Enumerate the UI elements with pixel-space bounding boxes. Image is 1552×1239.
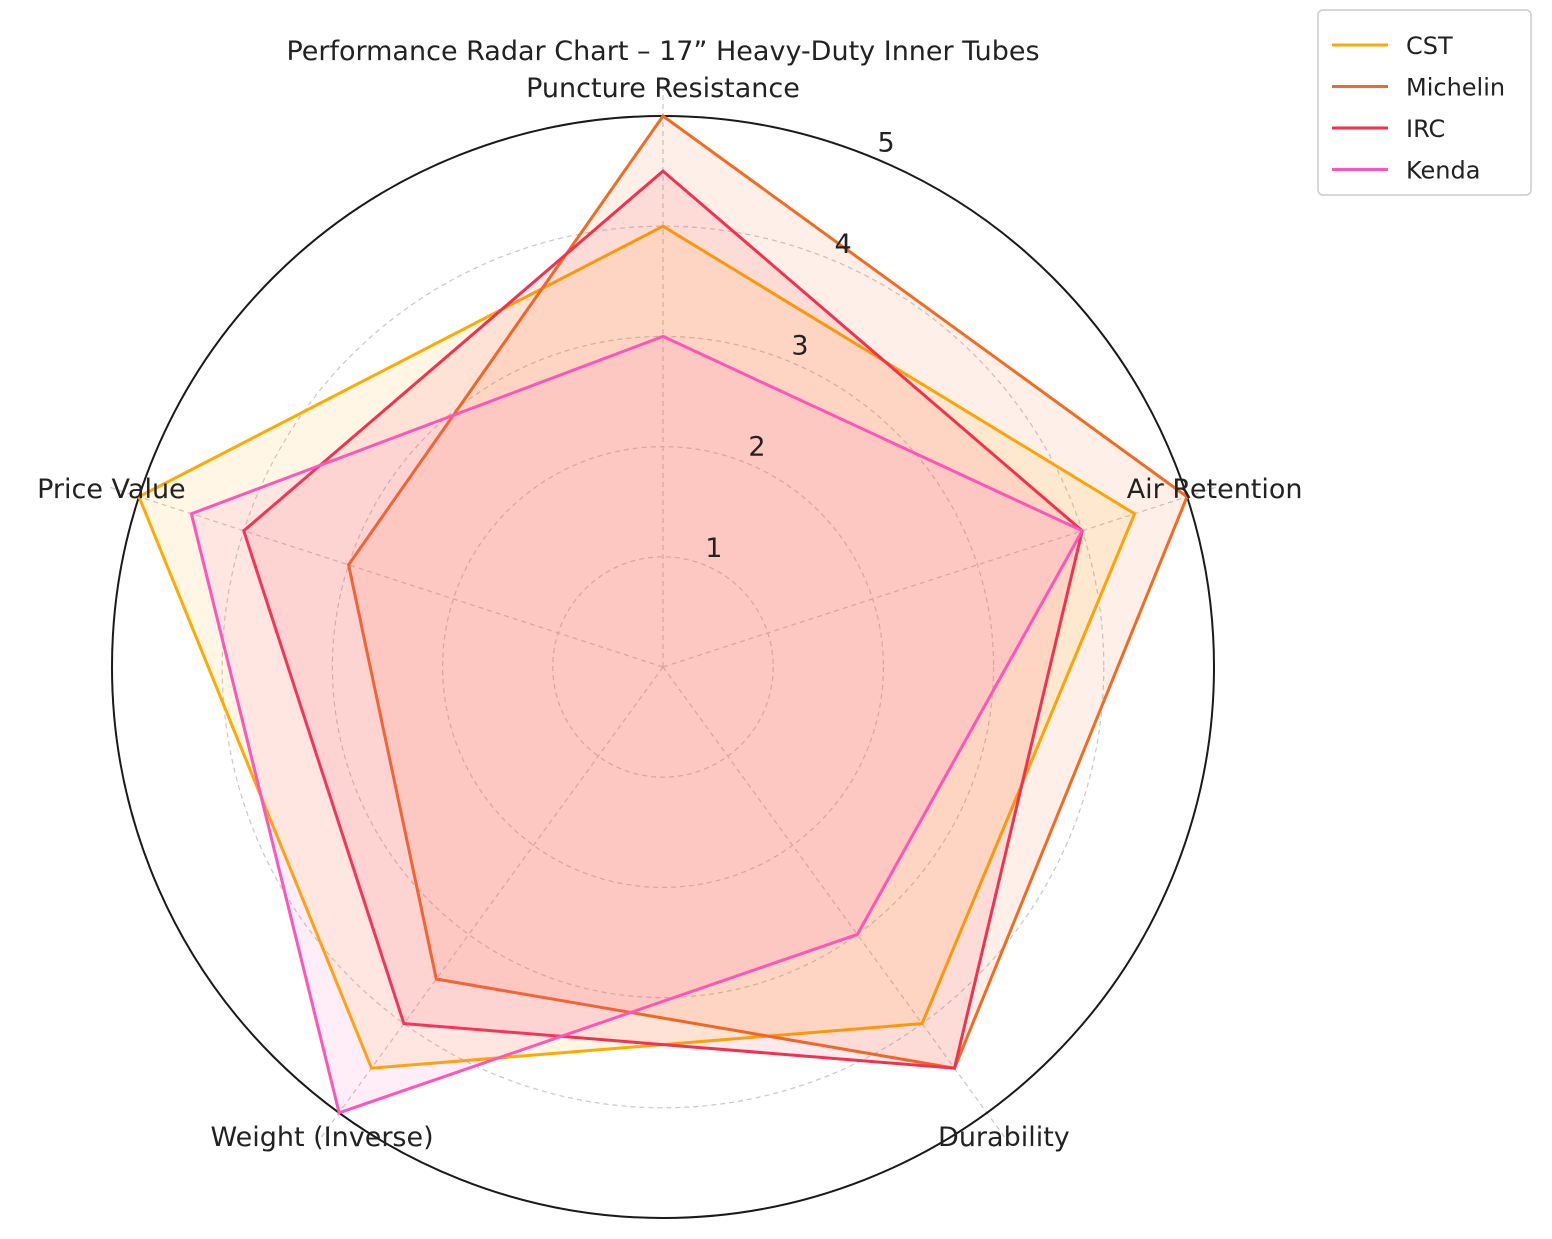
grid-spoke	[662, 666, 1007, 1140]
r-tick-label: 2	[748, 432, 765, 463]
series-line-michelin	[346, 113, 1189, 1070]
series-line-kenda	[189, 334, 1085, 1115]
series-fill-cst	[138, 226, 1135, 1069]
grid-circle	[221, 225, 1105, 1109]
category-label: Durability	[938, 1122, 1070, 1153]
series-line-cst	[137, 224, 1137, 1070]
legend-box	[1317, 9, 1532, 196]
r-tick-label: 4	[834, 229, 851, 260]
grid-circle	[552, 556, 774, 778]
series-fill-michelin	[348, 116, 1188, 1069]
r-tick-label: 1	[705, 533, 722, 564]
grid-spoke	[319, 666, 664, 1140]
legend-label: Michelin	[1406, 74, 1505, 102]
series-fill-irc	[243, 171, 1083, 1069]
r-tick-label: 5	[878, 127, 895, 158]
series-line-irc	[242, 169, 1084, 1070]
grid-spoke	[662, 485, 1219, 668]
series-fill-kenda	[191, 336, 1083, 1113]
grid-spoke	[107, 485, 664, 668]
category-label: Air Retention	[1127, 474, 1303, 505]
legend-label: Kenda	[1406, 157, 1480, 185]
category-label: Puncture Resistance	[526, 73, 800, 104]
grid	[107, 82, 1219, 1219]
category-label: Price Value	[37, 474, 186, 505]
category-label: Weight (Inverse)	[210, 1122, 433, 1153]
axis-labels: 1 2 3 4 5 Puncture Resistance Air Retention Dur…	[37, 73, 1302, 1153]
chart-title: Performance Radar Chart – 17” Heavy-Duty…	[286, 36, 1039, 67]
legend-label: IRC	[1406, 115, 1445, 143]
legend: CST Michelin IRC Kenda	[1317, 9, 1532, 196]
series-group	[137, 113, 1189, 1115]
r-tick-label: 3	[791, 330, 808, 361]
legend-label: CST	[1406, 32, 1453, 60]
